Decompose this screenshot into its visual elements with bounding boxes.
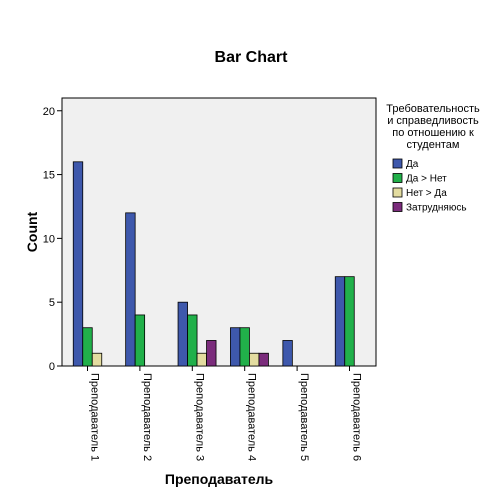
bar-4-4 (258, 352, 269, 367)
legend-swatch (392, 158, 403, 169)
x-tick-label: Преподаватель 1 (89, 373, 101, 461)
bar-6-1 (334, 276, 346, 367)
legend-swatch (392, 202, 403, 212)
legend-label: Да (406, 159, 419, 170)
legend-title-line: и справедливость (387, 115, 479, 127)
bar-3-4 (206, 340, 217, 367)
bar-2-1 (125, 212, 136, 367)
bar-4-1 (230, 327, 241, 367)
chart-title: Bar Chart (215, 49, 289, 66)
y-tick-label: 10 (43, 233, 55, 245)
legend-title-line: по отношению к (392, 127, 474, 139)
legend-swatch (392, 187, 403, 198)
legend-label: Да > Нет (406, 174, 447, 185)
bar-1-3 (91, 352, 103, 367)
x-axis-title: Преподаватель (165, 471, 274, 487)
y-axis-title: Count (24, 211, 40, 252)
x-tick-label: Преподаватель 5 (298, 373, 310, 461)
bar-3-3 (196, 352, 207, 367)
x-axis: Преподаватель 1 Преподаватель 2 Преподават… (87, 366, 363, 461)
bar-1-2 (82, 327, 93, 367)
bars (72, 161, 355, 367)
y-tick-label: 0 (49, 361, 55, 373)
legend-label: Нет > Да (406, 188, 447, 199)
y-tick-label: 5 (49, 297, 55, 309)
y-tick-label: 15 (43, 170, 55, 182)
legend-label: Затрудняюсь (406, 203, 467, 214)
bar-3-2 (187, 314, 198, 367)
y-axis: 0 5 10 15 20 (43, 106, 62, 373)
legend-title-line: студентам (406, 139, 459, 151)
x-tick-label: Преподаватель 4 (246, 373, 258, 461)
bar-2-2 (134, 314, 146, 367)
x-tick-label: Преподаватель 3 (193, 373, 205, 461)
bar-6-2 (344, 276, 355, 367)
x-tick-label: Преподаватель 6 (351, 373, 363, 461)
bar-1-1 (72, 161, 84, 367)
legend-title-line: Требовательность (386, 103, 480, 115)
x-tick-label: Преподаватель 2 (141, 373, 153, 461)
bar-4-3 (249, 352, 260, 367)
y-tick-label: 20 (43, 106, 55, 118)
bar-5-1 (282, 340, 293, 367)
bar-4-2 (239, 327, 250, 367)
legend-swatch (392, 173, 403, 183)
bar-3-1 (177, 301, 188, 367)
plot-area (61, 97, 377, 367)
